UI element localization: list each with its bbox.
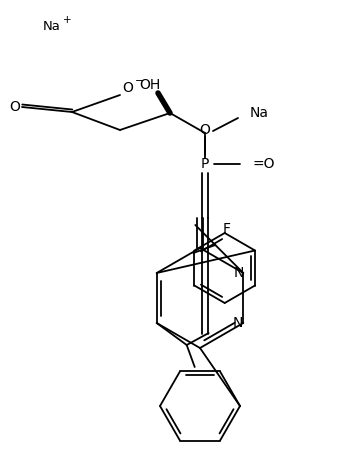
Text: Na: Na — [250, 106, 269, 120]
Text: N: N — [233, 316, 244, 330]
Text: Na: Na — [43, 20, 61, 34]
Text: O: O — [122, 81, 133, 95]
Text: OH: OH — [140, 78, 161, 92]
Text: F: F — [223, 222, 231, 236]
Text: O: O — [9, 100, 21, 114]
Text: O: O — [199, 123, 211, 137]
Text: N: N — [234, 266, 245, 280]
Text: =O: =O — [252, 157, 275, 171]
Text: P: P — [201, 157, 209, 171]
Text: −: − — [135, 76, 145, 86]
Text: +: + — [63, 15, 71, 25]
